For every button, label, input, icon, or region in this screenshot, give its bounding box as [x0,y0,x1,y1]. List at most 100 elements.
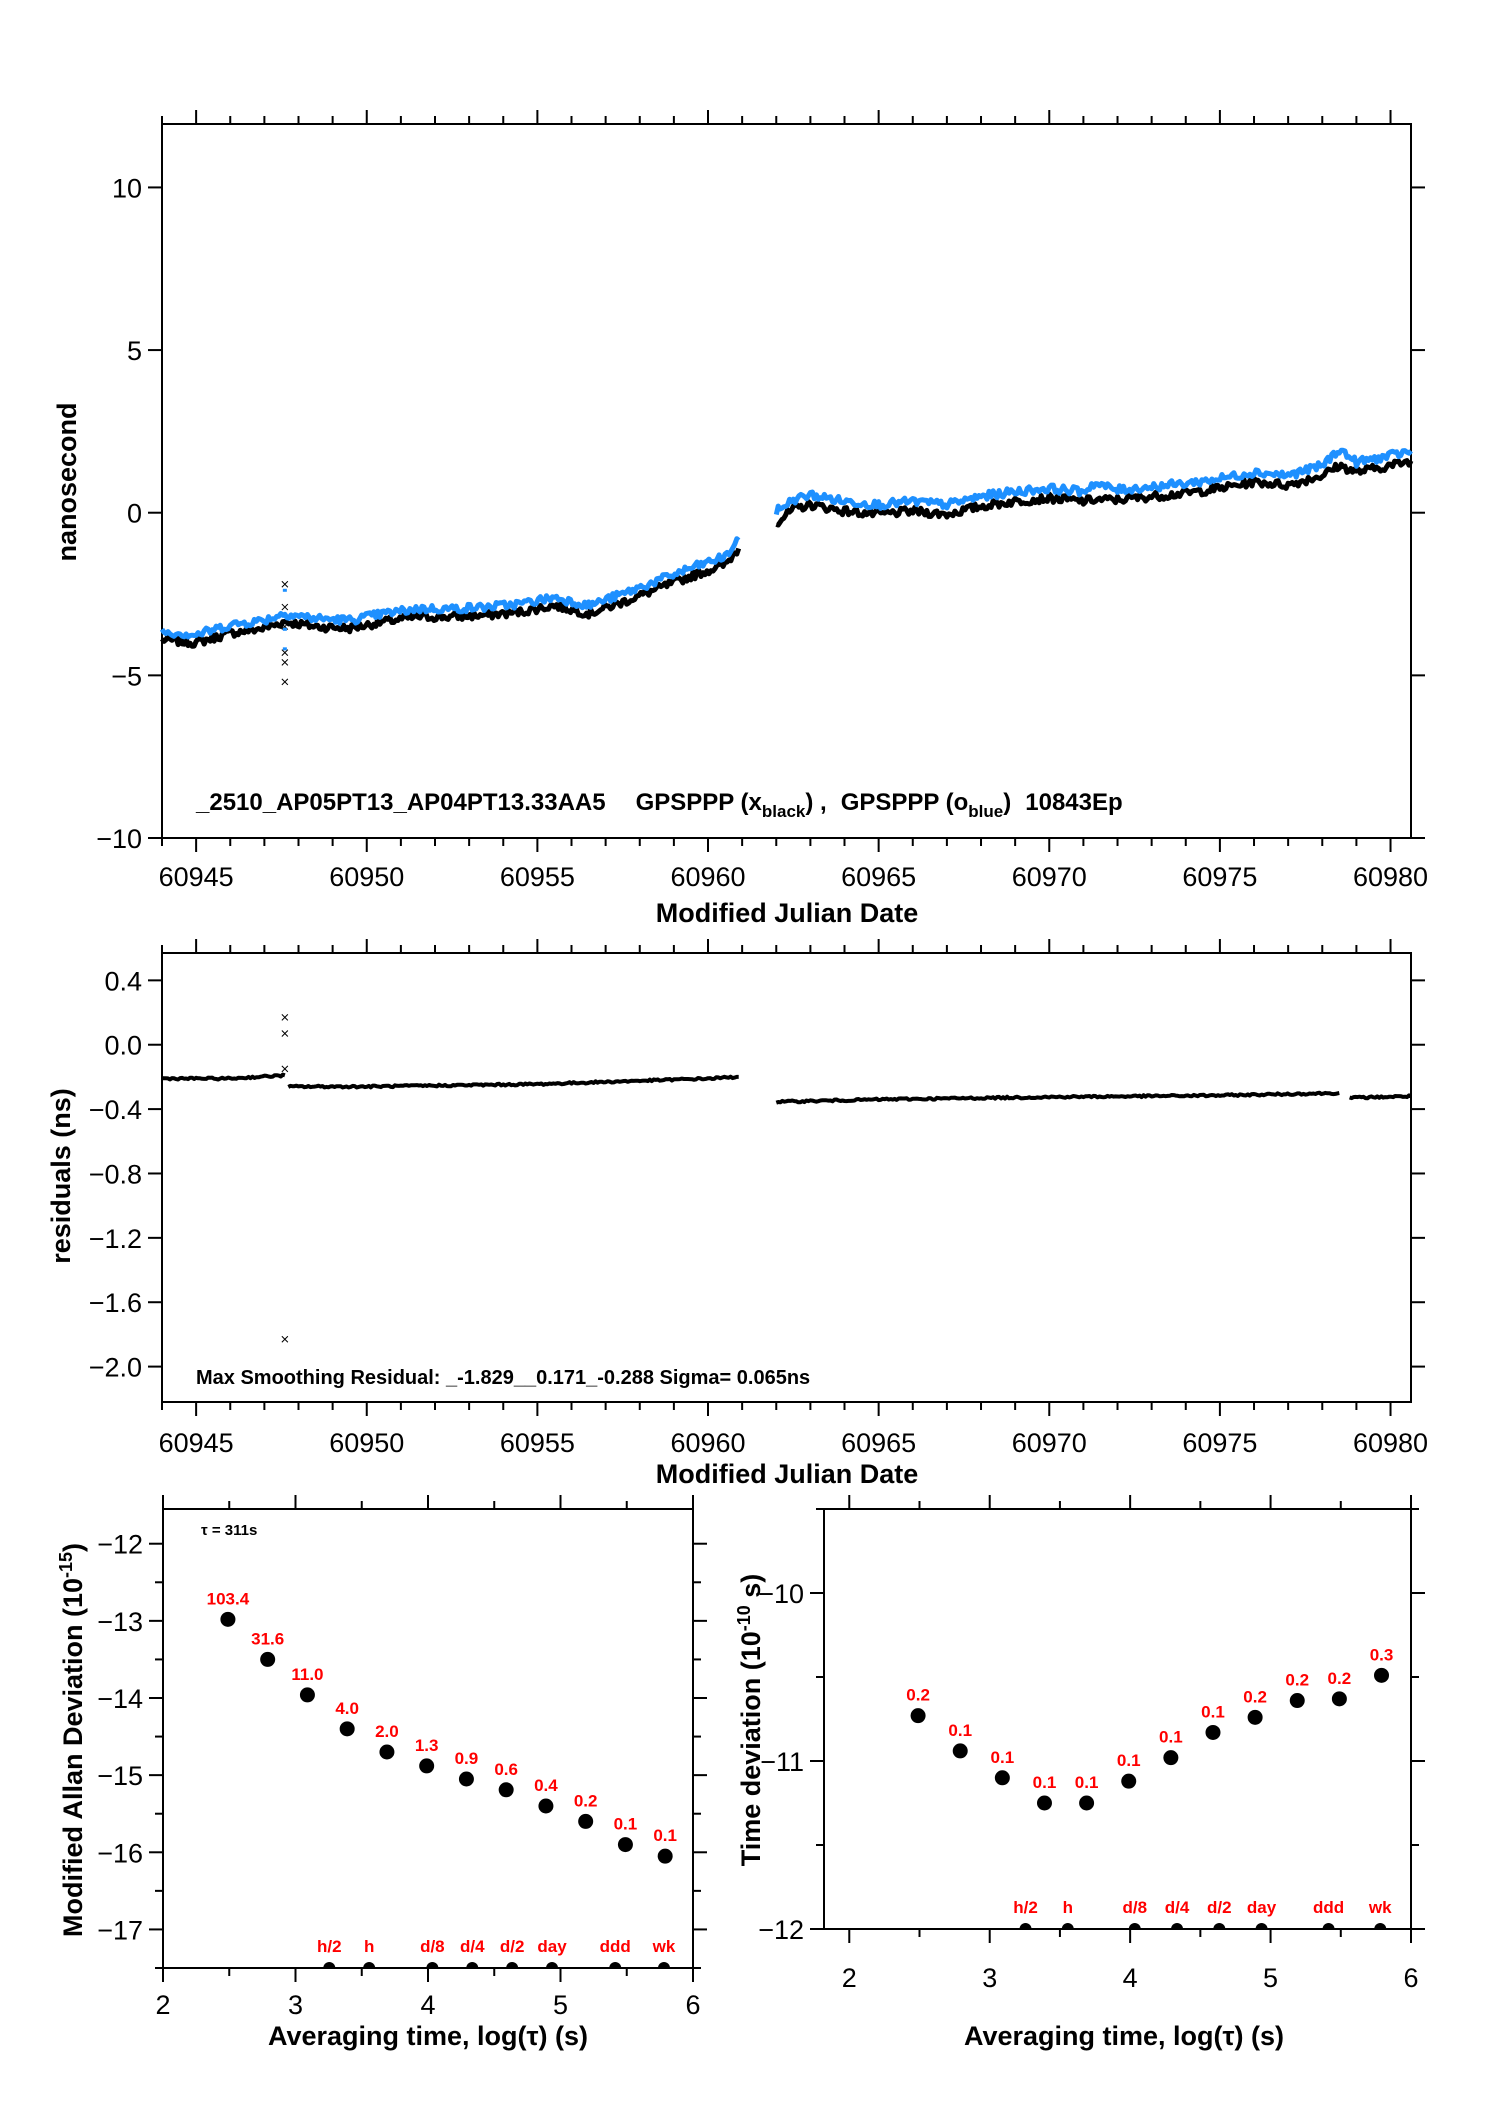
mdev-time-marker-label: d/2 [500,1937,525,1956]
phase-annotation-tail: 10843Ep [1025,789,1122,816]
residuals-x-tick-label: 60980 [1353,1428,1428,1458]
tdev-data-point [952,1743,968,1759]
phase-x-tick-label: 60945 [159,862,234,892]
residuals-y-tick-label: −2.0 [89,1353,142,1383]
phase-x-tick-label: 60960 [670,862,745,892]
tdev-data-point [910,1708,926,1724]
mdev-point-label: 0.9 [455,1749,479,1768]
tdev-y-tick-label: −11 [760,1747,804,1777]
tdev-point-label: 0.1 [948,1721,972,1740]
mdev-x-tick-label: 2 [155,1990,170,2020]
tdev-y-axis-title-main: Time deviation (10 [736,1631,766,1866]
mdev-y-tick-label: −15 [97,1761,143,1791]
mdev-time-marker-dot [506,1962,519,1968]
phase-annotation: _2510_AP05PT13_AP04PT13.33AA5 GPSPPP (xbl… [195,789,1123,821]
mdev-point-label: 31.6 [251,1629,284,1648]
mdev-point-label: 0.2 [574,1791,598,1810]
tdev-time-marker-label: d/8 [1122,1898,1147,1917]
mdev-time-marker-dot [466,1962,479,1968]
tdev-point-label: 0.1 [1201,1702,1225,1721]
mdev-x-tick-label: 4 [420,1990,435,2020]
mdev-point-label: 2.0 [375,1722,399,1741]
mdev-point-label: 0.1 [653,1826,677,1845]
phase-annotation-s2-suffix: ) [1003,789,1011,816]
tdev-point-label: 0.1 [1075,1773,1099,1792]
residuals-annotation: Max Smoothing Residual: _-1.829__0.171_-… [196,1367,810,1389]
residuals-series-0-segment-0 [161,1072,286,1082]
tdev-y-tick-label: −12 [758,1915,804,1945]
residuals-series [161,1014,1412,1343]
tdev-x-tick-label: 6 [1403,1963,1418,1993]
mdev-plot: 2 3 4 5 6 −12 −13 −14 −15 −16 −17 103.4 31.6 11.0 4.… [56,1495,707,2051]
tdev-time-marker-label: wk [1368,1898,1392,1917]
mdev-x-tick-label: 5 [553,1990,568,2020]
mdev-time-marker-dot [323,1962,336,1968]
mdev-time-marker-dot [609,1962,622,1968]
phase-outlier-o-marker [282,614,287,618]
mdev-data-point [419,1758,435,1774]
mdev-data-point [220,1611,236,1627]
phase-y-tick-label: 10 [112,173,142,203]
tdev-time-marker-dot [1213,1923,1226,1929]
mdev-y-axis-title-main: Modified Allan Deviation (10 [58,1578,88,1937]
tdev-plot: 2 3 4 5 6 −10 −11 −12 0.2 0.1 0.1 0.1 0.1 0.1 0.1 0.1… [734,1495,1425,2051]
mdev-y-tick-label: −12 [97,1530,143,1560]
tdev-x-tick-label: 2 [842,1963,857,1993]
tdev-point-label: 0.2 [906,1686,930,1705]
mdev-x-tick-label: 3 [288,1990,303,2020]
residuals-plot: 60945 60950 60955 60960 60965 60970 60975 60980… [46,939,1428,1489]
phase-annotation-s1-sub: black [762,802,806,821]
tdev-data-point [1331,1691,1347,1707]
phase-annotation-main: _2510_AP05PT13_AP04PT13.33AA5 [195,789,606,816]
mdev-time-marker-dot [426,1962,439,1968]
mdev-time-marker-label: h [364,1937,374,1956]
tdev-y-tick-label: −10 [758,1579,804,1609]
phase-x-tick-label: 60975 [1182,862,1257,892]
tdev-data-point [1036,1795,1052,1811]
mdev-x-axis-title: Averaging time, log(τ) (s) [268,2021,588,2051]
mdev-y-ticks: −12 −13 −14 −15 −16 −17 [97,1530,707,1969]
mdev-time-marker-dot [657,1962,670,1968]
phase-x-tick-label: 60965 [841,862,916,892]
mdev-data-point [339,1721,355,1737]
mdev-y-tick-label: −13 [97,1607,143,1637]
tdev-x-tick-label: 4 [1123,1963,1138,1993]
mdev-data-point [458,1771,474,1787]
residuals-y-ticks: 0.4 0.0 −0.4 −0.8 −1.2 −1.6 −2.0 [89,966,1425,1383]
residuals-y-tick-label: −0.8 [89,1159,142,1189]
phase-series-1-segment-1 [773,447,1413,516]
tdev-y-ticks: −10 −11 −12 [758,1508,1425,1945]
mdev-y-tick-label: −17 [97,1915,143,1945]
residuals-y-axis-title: residuals (ns) [46,1088,76,1264]
phase-series-0-segment-1 [775,458,1414,528]
phase-x-tick-label: 60950 [329,862,404,892]
tdev-time-marker-dot [1322,1923,1335,1929]
residuals-y-tick-label: −0.4 [89,1095,142,1125]
phase-series [159,447,1414,686]
tdev-time-marker-dot [1019,1923,1032,1929]
mdev-time-marker-label: wk [652,1937,676,1956]
mdev-tau-annotation: τ = 311s [201,1522,257,1539]
phase-y-tick-label: 5 [127,336,142,366]
phase-annotation-s1-prefix: GPSPPP (x [636,789,763,816]
mdev-point-label: 0.1 [614,1815,638,1834]
phase-outlier-o-marker [282,627,287,631]
mdev-point-label: 4.0 [335,1699,359,1718]
tdev-y-axis-title: Time deviation (10-10 s) [734,1574,766,1867]
mdev-data-point [578,1813,594,1829]
tdev-point-label: 0.2 [1285,1671,1309,1690]
phase-y-axis-title: nanosecond [52,402,82,561]
tdev-point-label: 0.1 [1117,1751,1141,1770]
mdev-time-marker-label: d/4 [460,1937,485,1956]
mdev-data-point [299,1687,315,1703]
mdev-time-markers: h/2 h d/8 d/4 d/2 day ddd wk [317,1937,676,1968]
residuals-y-tick-label: −1.6 [89,1288,142,1318]
tdev-time-marker-dot [1374,1923,1387,1929]
residuals-outlier-x-marker [281,1014,289,1021]
phase-plot: 60945 60950 60955 60960 60965 60970 60975 60980… [52,110,1428,928]
residuals-x-tick-label: 60960 [670,1428,745,1458]
mdev-data-point [379,1744,395,1760]
mdev-time-marker-dot [363,1962,376,1968]
mdev-point-label: 1.3 [415,1736,439,1755]
mdev-point-label: 0.4 [534,1776,558,1795]
